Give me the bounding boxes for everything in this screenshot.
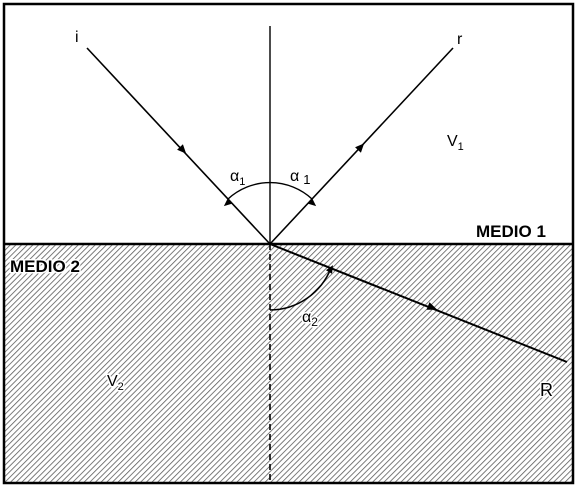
- medium-2-velocity-label: V2: [107, 373, 124, 393]
- incident-angle-label: α1: [230, 168, 245, 188]
- reflected-ray-label: r: [457, 31, 463, 48]
- refraction-angle-arc: [269, 267, 332, 311]
- incident-ray: [86, 47, 271, 245]
- refraction-angle-label: α2: [302, 309, 318, 329]
- refracted-ray-arrow: [426, 302, 438, 310]
- incident-ray-label: i: [75, 29, 79, 46]
- refracted-ray-label: R: [540, 380, 553, 400]
- refracted-ray: [269, 243, 568, 363]
- medium-1-label: MEDIO 1: [476, 222, 546, 241]
- medium-1-velocity-label: V1: [447, 133, 464, 153]
- medium-2-region: [4, 244, 573, 483]
- upper-angle-arrow-left: [223, 198, 233, 207]
- refraction-angle-arrow: [325, 265, 333, 274]
- reflected-ray-arrow: [355, 143, 365, 153]
- medium-2-label: MEDIO 2: [10, 257, 80, 276]
- upper-angle-arc: [227, 181, 313, 200]
- upper-angle-arrow-right: [307, 198, 317, 207]
- incident-ray-arrow: [177, 144, 187, 154]
